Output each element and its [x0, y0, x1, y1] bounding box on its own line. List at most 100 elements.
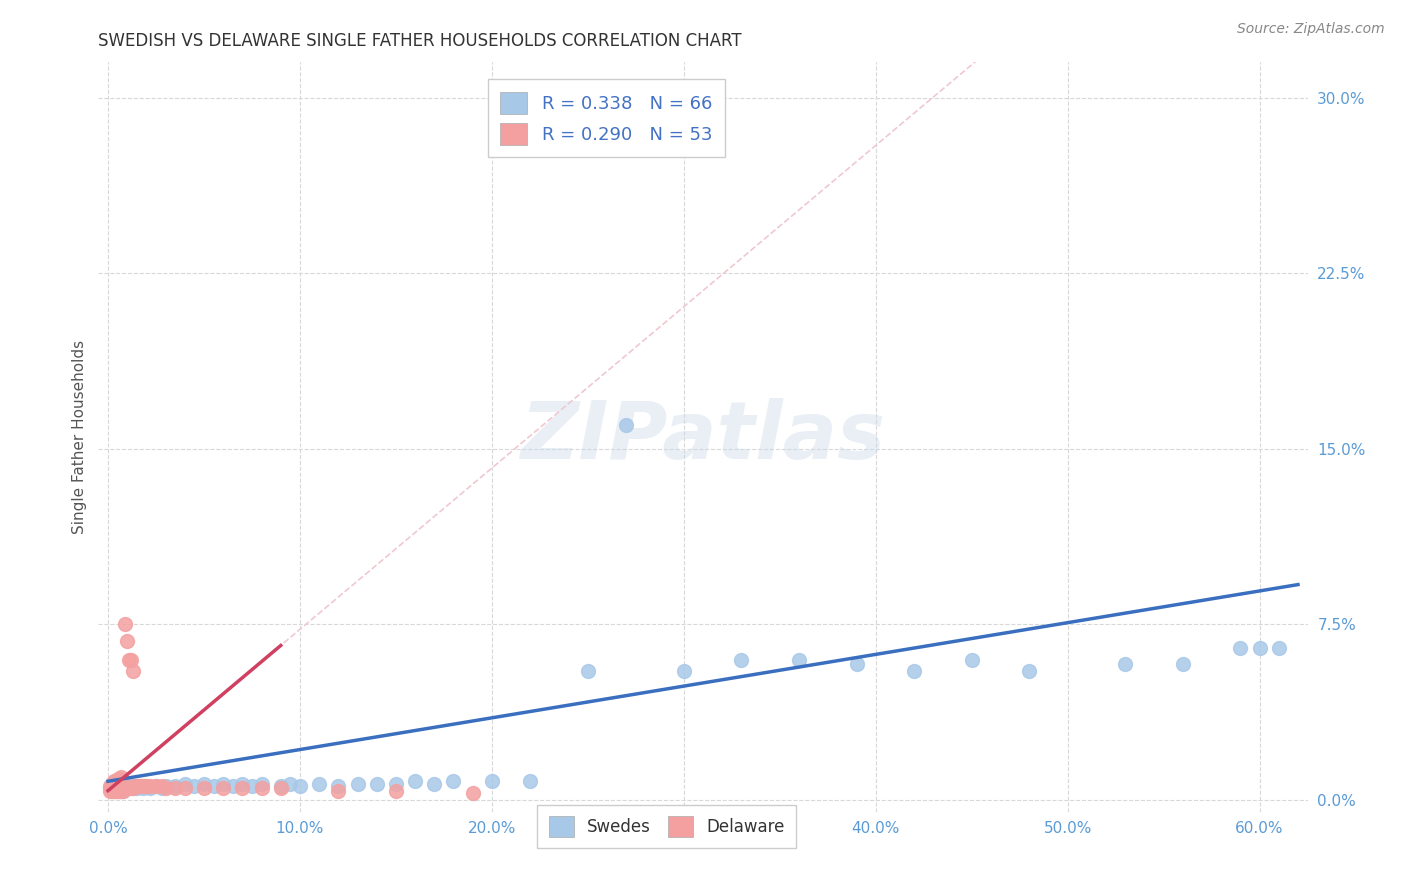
- Point: [101, 783, 124, 797]
- Point: [120, 779, 142, 793]
- Point: [385, 776, 408, 791]
- Point: [107, 776, 129, 791]
- Point: [346, 776, 368, 791]
- Point: [443, 774, 465, 789]
- Point: [139, 781, 162, 796]
- Point: [423, 776, 446, 791]
- Point: [155, 781, 177, 796]
- Point: [328, 779, 350, 793]
- Point: [960, 652, 983, 666]
- Point: [222, 779, 245, 793]
- Point: [101, 783, 124, 797]
- Point: [135, 779, 157, 793]
- Point: [193, 781, 215, 796]
- Point: [173, 781, 195, 796]
- Point: [118, 652, 141, 666]
- Point: [730, 652, 752, 666]
- Point: [112, 783, 135, 797]
- Point: [270, 779, 292, 793]
- Point: [112, 779, 135, 793]
- Point: [104, 779, 127, 793]
- Point: [128, 779, 150, 793]
- Point: [481, 774, 503, 789]
- Point: [98, 781, 121, 796]
- Point: [131, 781, 153, 796]
- Point: [103, 776, 125, 791]
- Point: [101, 781, 124, 796]
- Point: [202, 779, 225, 793]
- Point: [108, 772, 131, 786]
- Point: [120, 781, 142, 796]
- Point: [112, 783, 135, 797]
- Point: [108, 783, 131, 797]
- Point: [114, 781, 136, 796]
- Point: [110, 783, 132, 797]
- Point: [103, 781, 125, 796]
- Legend: R = 0.338   N = 66, R = 0.290   N = 53: R = 0.338 N = 66, R = 0.290 N = 53: [488, 79, 725, 157]
- Point: [212, 776, 235, 791]
- Point: [101, 779, 124, 793]
- Point: [103, 774, 125, 789]
- Point: [120, 652, 142, 666]
- Text: SWEDISH VS DELAWARE SINGLE FATHER HOUSEHOLDS CORRELATION CHART: SWEDISH VS DELAWARE SINGLE FATHER HOUSEH…: [98, 32, 742, 50]
- Y-axis label: Single Father Households: Single Father Households: [72, 340, 87, 534]
- Text: ZIPatlas: ZIPatlas: [520, 398, 886, 476]
- Point: [212, 781, 235, 796]
- Point: [103, 781, 125, 796]
- Point: [104, 783, 127, 797]
- Point: [108, 783, 131, 797]
- Point: [112, 776, 135, 791]
- Point: [110, 776, 132, 791]
- Point: [107, 779, 129, 793]
- Point: [1171, 657, 1194, 672]
- Point: [134, 779, 156, 793]
- Point: [165, 779, 187, 793]
- Point: [135, 779, 157, 793]
- Point: [672, 664, 695, 679]
- Point: [183, 779, 205, 793]
- Point: [576, 664, 599, 679]
- Point: [145, 779, 167, 793]
- Point: [107, 783, 129, 797]
- Point: [101, 776, 124, 791]
- Point: [104, 779, 127, 793]
- Point: [115, 781, 138, 796]
- Point: [124, 779, 146, 793]
- Point: [903, 664, 925, 679]
- Point: [385, 783, 408, 797]
- Point: [845, 657, 868, 672]
- Point: [150, 779, 173, 793]
- Point: [108, 779, 131, 793]
- Point: [104, 774, 127, 789]
- Point: [193, 776, 215, 791]
- Point: [131, 779, 153, 793]
- Point: [103, 783, 125, 797]
- Point: [124, 779, 146, 793]
- Point: [150, 781, 173, 796]
- Point: [614, 418, 637, 433]
- Point: [231, 776, 253, 791]
- Point: [104, 783, 127, 797]
- Point: [366, 776, 388, 791]
- Point: [125, 781, 148, 796]
- Point: [118, 781, 141, 796]
- Point: [1114, 657, 1136, 672]
- Point: [288, 779, 311, 793]
- Point: [240, 779, 263, 793]
- Point: [1229, 640, 1251, 655]
- Point: [114, 617, 136, 632]
- Point: [107, 772, 129, 786]
- Point: [128, 779, 150, 793]
- Point: [115, 779, 138, 793]
- Point: [1268, 640, 1291, 655]
- Point: [155, 779, 177, 793]
- Point: [139, 779, 162, 793]
- Point: [122, 781, 145, 796]
- Point: [125, 779, 148, 793]
- Point: [122, 664, 145, 679]
- Point: [118, 781, 141, 796]
- Point: [145, 779, 167, 793]
- Point: [280, 776, 302, 791]
- Point: [173, 776, 195, 791]
- Point: [122, 781, 145, 796]
